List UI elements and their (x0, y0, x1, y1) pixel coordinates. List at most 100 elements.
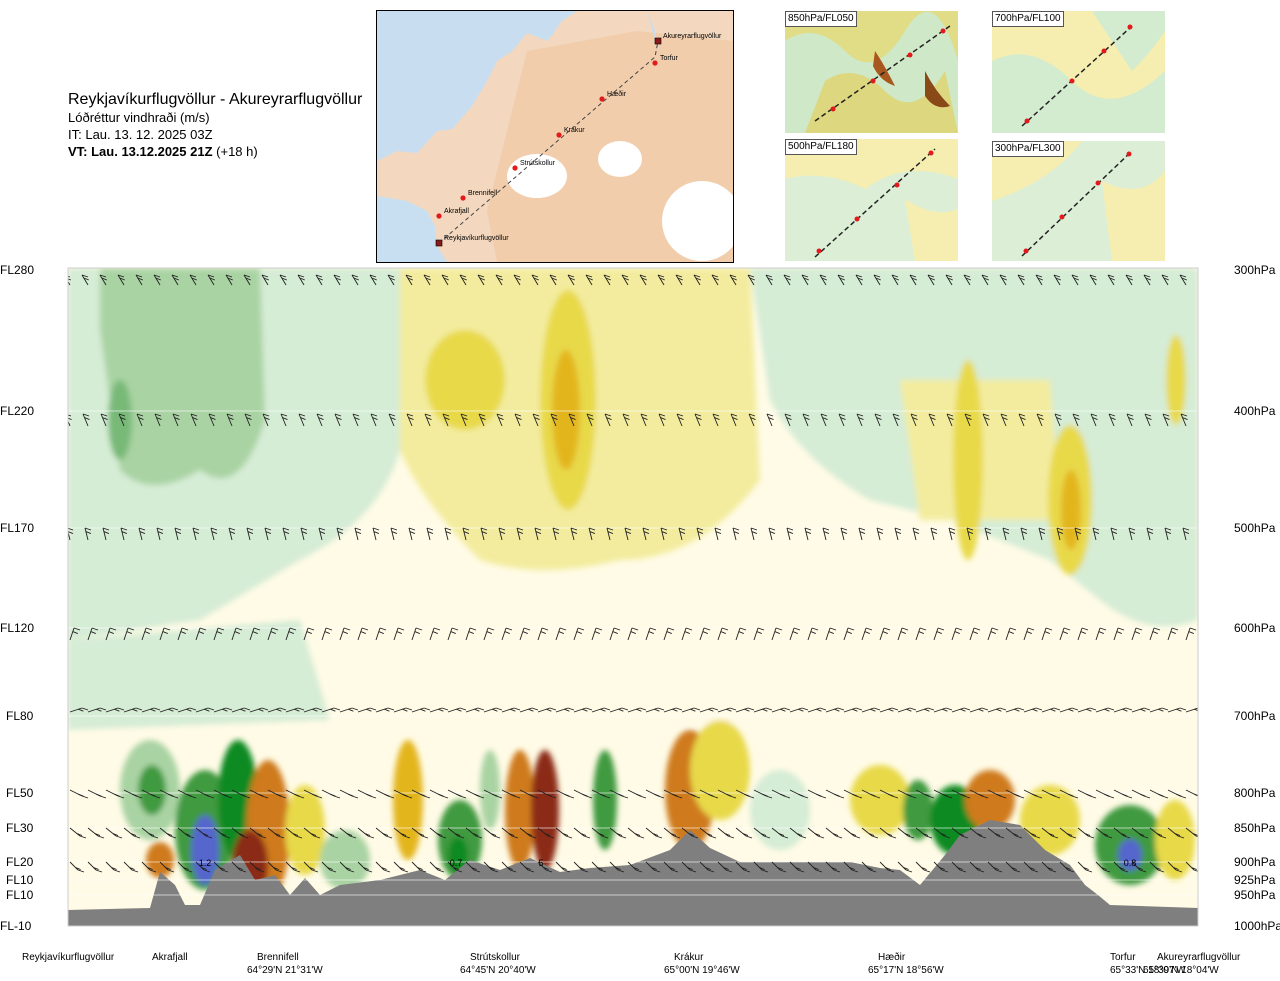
wind-barb (1113, 789, 1133, 799)
wind-barb (843, 789, 863, 799)
wind-barb (537, 789, 557, 799)
wind-barb (424, 413, 432, 427)
wind-barb (189, 274, 197, 286)
wind-barb (1113, 707, 1133, 713)
wind-barb (657, 274, 665, 286)
wind-barb (159, 707, 179, 713)
wind-barb (735, 627, 747, 641)
wind-barb (1002, 527, 1010, 541)
wind-barb (357, 827, 375, 839)
wind-barb (1131, 827, 1149, 839)
wind-barb (357, 627, 369, 641)
pressure-tick: 1000hPa (1234, 919, 1280, 933)
wind-barb (1005, 827, 1023, 839)
wind-barb (838, 413, 846, 427)
wind-barb (483, 707, 503, 713)
wind-barb (627, 707, 647, 713)
wind-barb (951, 627, 963, 641)
wind-barb (1180, 413, 1188, 427)
wind-barb (441, 274, 449, 286)
wind-barb (102, 527, 110, 541)
wind-barb (99, 274, 107, 286)
wind-barb (1000, 413, 1008, 427)
wind-barb (285, 789, 305, 799)
wind-barb (429, 627, 441, 641)
wind-barb (609, 827, 627, 839)
wind-barb (496, 413, 504, 427)
wind-barb (388, 413, 396, 427)
wind-barb (753, 827, 771, 839)
wind-barb (123, 861, 139, 873)
flight-level-tick: FL280 (0, 263, 34, 277)
wind-barb (573, 707, 593, 713)
wind-barb (567, 274, 575, 286)
wind-barb (981, 274, 989, 286)
wind-barb (717, 861, 733, 873)
wind-barb (177, 789, 197, 799)
wind-barb (519, 827, 537, 839)
wind-barb (1167, 861, 1183, 873)
wind-barb (195, 861, 211, 873)
wind-barb (555, 707, 575, 713)
wind-barb (1143, 274, 1151, 286)
wind-barb (712, 413, 720, 427)
wind-barb (933, 627, 945, 641)
wind-barb (105, 827, 123, 839)
wind-barb (532, 413, 540, 427)
wind-barb (513, 274, 521, 286)
wind-barb (933, 861, 949, 873)
pressure-tick: 900hPa (1234, 855, 1276, 869)
station-label: Hæðir (878, 951, 906, 963)
wind-barb (1054, 413, 1062, 427)
wind-barb (645, 789, 665, 799)
wind-barb (999, 274, 1007, 286)
wind-barb (537, 627, 549, 641)
wind-barb (100, 413, 108, 427)
wind-barb (352, 413, 360, 427)
wind-barb (447, 707, 467, 713)
wind-barb (892, 413, 900, 427)
wind-barb (483, 627, 495, 641)
wind-barb (696, 527, 704, 541)
wind-barb (231, 707, 251, 713)
value-label: 1.2 (199, 858, 212, 868)
route-point-marker (512, 165, 518, 171)
wind-barb (789, 789, 809, 799)
issue-time: IT: Lau. 13. 12. 2025 03Z (68, 127, 213, 142)
route-station-label: Torfur (660, 55, 679, 62)
valid-time-label: VT: Lau. 13.12.2025 21Z (68, 144, 213, 159)
wind-barb (177, 707, 197, 713)
wind-barb (858, 527, 866, 541)
wind-barb (531, 274, 539, 286)
wind-barb (910, 413, 918, 427)
wind-barb (429, 861, 445, 873)
wind-barb (1095, 707, 1115, 713)
level-map-label: 850hPa/FL050 (785, 11, 857, 27)
wind-barb (519, 789, 539, 799)
wind-barb (987, 827, 1005, 839)
wind-barb (735, 707, 755, 713)
wind-barb (177, 861, 193, 873)
wind-barb (969, 627, 981, 641)
wind-barb (1059, 627, 1071, 641)
wind-barb (213, 789, 233, 799)
wind-barb (195, 827, 213, 839)
valid-time: VT: Lau. 13.12.2025 21Z (+18 h) (68, 143, 378, 160)
wind-barb (768, 527, 776, 541)
wind-barb (747, 274, 755, 286)
terrain (68, 820, 1198, 926)
glacier-vatnajokull (662, 181, 733, 261)
wind-barb (675, 274, 683, 286)
wind-barb (300, 527, 308, 541)
wind-barb (393, 707, 413, 713)
wind-barb (555, 861, 571, 873)
route-station-label: Strútskollur (520, 160, 556, 167)
wind-barb (969, 707, 989, 713)
wind-barb (249, 827, 267, 839)
wind-barb (267, 627, 279, 641)
wind-barb (118, 413, 126, 427)
wind-barb (987, 627, 999, 641)
wind-barb (192, 527, 200, 541)
wind-barb (159, 827, 177, 839)
wind-barb (1167, 627, 1179, 641)
